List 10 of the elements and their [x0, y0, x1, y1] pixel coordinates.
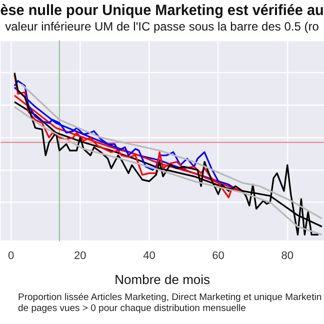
text: de pages vues > 0 pour chaque distribution mensuelle	[18, 303, 247, 314]
x-tick-label: 0	[8, 250, 14, 262]
text: Proportion lissée Articles Marketing, Direct Marketing et unique Marketin	[18, 292, 322, 303]
x-tick-label: 40	[143, 250, 156, 262]
chart-title: èse nulle pour Unique Marketing est vérifiée au	[0, 2, 324, 20]
x-axis-title: Nombre de mois	[114, 272, 211, 287]
chart-subtitle: valeur inférieure UM de l'IC passe sous la barre des 0.5 (ro	[5, 20, 320, 34]
x-tick-label: 60	[212, 250, 224, 262]
x-tick-label: 20	[74, 250, 86, 262]
x-tick-label: 80	[281, 250, 294, 262]
